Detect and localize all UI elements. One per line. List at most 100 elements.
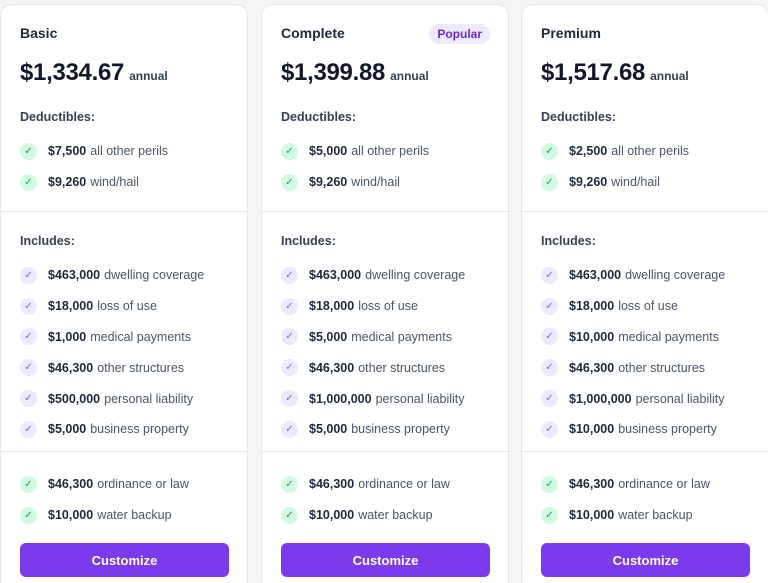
plan-price: $1,517.68: [541, 59, 646, 86]
check-icon: ✓: [541, 328, 558, 346]
check-icon: ✓: [541, 475, 558, 493]
include-amount: $463,000: [309, 268, 362, 283]
include-text: dwelling coverage: [104, 268, 205, 283]
extra-text: ordinance or law: [358, 477, 450, 492]
include-text: other structures: [358, 360, 446, 375]
check-icon: ✓: [541, 297, 558, 315]
deductible-text: all other perils: [90, 144, 169, 159]
plan-name: Basic: [20, 25, 58, 41]
deductibles-label: Deductibles:: [20, 110, 96, 124]
check-icon: ✓: [541, 390, 558, 408]
deductible-text: all other perils: [351, 144, 430, 159]
include-text: personal liability: [375, 391, 465, 406]
include-item: ✓ $18,000 loss of use: [541, 291, 758, 322]
check-icon: ✓: [281, 142, 298, 160]
includes-label: Includes:: [541, 234, 596, 248]
include-text: personal liability: [635, 391, 725, 406]
check-icon: ✓: [20, 359, 37, 377]
deductible-item: ✓ $9,260 wind/hail: [281, 167, 498, 198]
include-amount: $463,000: [48, 268, 101, 283]
divider: [522, 451, 768, 452]
include-text: medical payments: [90, 329, 191, 344]
deductible-item: ✓ $9,260 wind/hail: [20, 167, 237, 198]
include-item: ✓ $463,000 dwelling coverage: [541, 260, 758, 291]
price-period: annual: [129, 69, 168, 83]
deductibles-list: ✓ $7,500 all other perils ✓ $9,260 wind/hail: [20, 136, 237, 198]
include-amount: $5,000: [48, 422, 87, 437]
plan-card-complete: Complete Popular $1,399.88 annual Deduct…: [261, 4, 509, 583]
deductible-text: wind/hail: [351, 175, 400, 190]
include-item: ✓ $463,000 dwelling coverage: [20, 260, 237, 291]
include-item: ✓ $500,000 personal liability: [20, 383, 237, 414]
deductibles-label: Deductibles:: [281, 110, 357, 124]
price-row: $1,517.68 annual: [541, 59, 689, 87]
extra-text: ordinance or law: [97, 477, 189, 492]
include-amount: $1,000: [48, 329, 87, 344]
extra-amount: $10,000: [309, 508, 355, 523]
customize-button[interactable]: Customize: [541, 543, 750, 577]
include-item: ✓ $18,000 loss of use: [20, 291, 237, 322]
include-amount: $46,300: [48, 360, 94, 375]
include-amount: $1,000,000: [569, 391, 632, 406]
deductible-amount: $7,500: [48, 144, 87, 159]
plan-card-premium: Premium $1,517.68 annual Deductibles: ✓ $…: [521, 4, 768, 583]
deductible-amount: $5,000: [309, 144, 348, 159]
extra-item: ✓ $46,300 ordinance or law: [20, 469, 237, 500]
price-period: annual: [390, 69, 429, 83]
includes-list: ✓ $463,000 dwelling coverage ✓ $18,000 loss …: [281, 260, 498, 445]
plan-price: $1,399.88: [281, 59, 386, 86]
deductible-item: ✓ $9,260 wind/hail: [541, 167, 758, 198]
plan-card-basic: Basic $1,334.67 annual Deductibles: ✓ $7,…: [0, 4, 248, 583]
extra-item: ✓ $46,300 ordinance or law: [541, 469, 758, 500]
includes-label: Includes:: [281, 234, 336, 248]
include-text: other structures: [618, 360, 706, 375]
deductible-item: ✓ $2,500 all other perils: [541, 136, 758, 167]
include-text: dwelling coverage: [625, 268, 726, 283]
plan-price: $1,334.67: [20, 59, 125, 86]
check-icon: ✓: [281, 420, 298, 438]
includes-list: ✓ $463,000 dwelling coverage ✓ $18,000 loss …: [20, 260, 237, 445]
extra-amount: $46,300: [48, 477, 94, 492]
include-item: ✓ $46,300 other structures: [541, 352, 758, 383]
include-amount: $10,000: [569, 422, 615, 437]
check-icon: ✓: [541, 420, 558, 438]
check-icon: ✓: [281, 173, 298, 191]
include-item: ✓ $463,000 dwelling coverage: [281, 260, 498, 291]
check-icon: ✓: [281, 266, 298, 284]
deductible-amount: $9,260: [48, 175, 87, 190]
customize-button[interactable]: Customize: [20, 543, 229, 577]
plan-name: Premium: [541, 25, 601, 41]
extra-amount: $46,300: [309, 477, 355, 492]
check-icon: ✓: [281, 297, 298, 315]
include-text: personal liability: [104, 391, 194, 406]
deductible-text: all other perils: [611, 144, 690, 159]
include-item: ✓ $5,000 business property: [281, 414, 498, 445]
extra-amount: $10,000: [569, 508, 615, 523]
check-icon: ✓: [281, 506, 298, 524]
check-icon: ✓: [541, 173, 558, 191]
deductibles-label: Deductibles:: [541, 110, 617, 124]
extra-text: water backup: [97, 508, 172, 523]
customize-button[interactable]: Customize: [281, 543, 490, 577]
include-text: business property: [351, 422, 450, 437]
deductible-item: ✓ $7,500 all other perils: [20, 136, 237, 167]
extras-list: ✓ $46,300 ordinance or law ✓ $10,000 water b…: [20, 469, 237, 531]
include-item: ✓ $5,000 medical payments: [281, 322, 498, 353]
include-text: medical payments: [618, 329, 719, 344]
include-amount: $18,000: [569, 299, 615, 314]
check-icon: ✓: [20, 475, 37, 493]
include-item: ✓ $46,300 other structures: [281, 352, 498, 383]
include-text: loss of use: [618, 299, 678, 314]
divider: [1, 211, 247, 212]
include-amount: $5,000: [309, 422, 348, 437]
check-icon: ✓: [281, 475, 298, 493]
check-icon: ✓: [20, 328, 37, 346]
include-item: ✓ $1,000,000 personal liability: [281, 383, 498, 414]
check-icon: ✓: [20, 390, 37, 408]
check-icon: ✓: [281, 328, 298, 346]
extras-list: ✓ $46,300 ordinance or law ✓ $10,000 water b…: [541, 469, 758, 531]
extra-item: ✓ $10,000 water backup: [20, 500, 237, 531]
include-amount: $10,000: [569, 329, 615, 344]
include-amount: $18,000: [48, 299, 94, 314]
include-amount: $463,000: [569, 268, 622, 283]
